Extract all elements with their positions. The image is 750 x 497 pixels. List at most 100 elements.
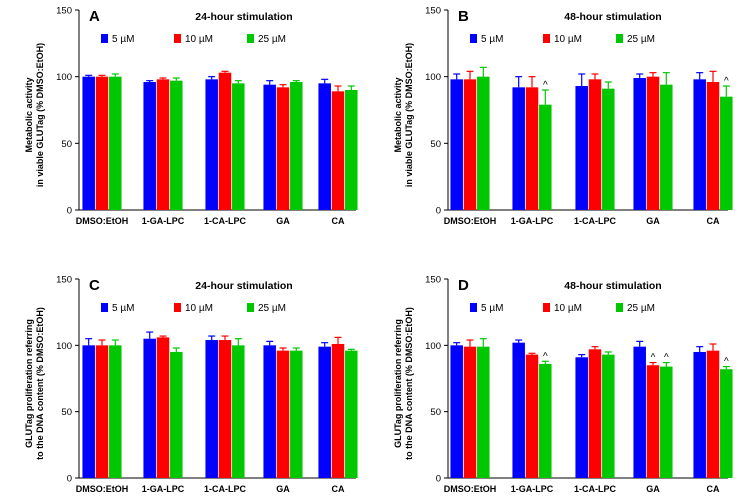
bar: [205, 79, 218, 210]
bar: [276, 350, 290, 478]
y-tick-label: 100: [56, 72, 72, 83]
panel-letter: D: [458, 277, 469, 294]
legend-label: 25 µM: [258, 303, 286, 314]
bar: [660, 84, 673, 210]
significance-mark: ^: [724, 357, 729, 368]
bar: [232, 83, 245, 210]
bar: [525, 87, 539, 210]
significance-mark: ^: [651, 353, 656, 364]
x-category-label: CA: [707, 484, 720, 494]
significance-mark: ^: [724, 76, 729, 87]
bar: [318, 83, 331, 210]
bar: [539, 104, 552, 210]
legend-swatch: [616, 34, 623, 43]
bar: [318, 346, 331, 478]
bar: [109, 345, 122, 478]
bar: [602, 354, 615, 478]
bar: [450, 345, 463, 478]
chart-panel-c: 0 50 100 150 DMSO:EtOH 1-GA-LPC 1-CA-LPC GA CA C 2…: [24, 275, 358, 494]
bar: [290, 82, 303, 210]
x-category-label: GA: [646, 484, 660, 494]
legend-swatch: [174, 34, 181, 43]
bar: [331, 91, 345, 210]
bar: [218, 72, 232, 211]
legend-label: 10 µM: [554, 303, 582, 314]
y-axis-label: in viable GLUTag (% DMSO:EtOH): [404, 43, 414, 187]
legend-label: 25 µM: [627, 303, 655, 314]
y-tick-label: 50: [61, 407, 72, 418]
bar: [633, 346, 646, 478]
bar: [170, 80, 183, 211]
x-category-label: 1-CA-LPC: [204, 216, 246, 226]
y-axis-label: GLUTag proliferation referring: [24, 319, 34, 448]
y-axis-label: Metabolic activity: [393, 77, 403, 152]
y-tick-label: 0: [436, 474, 441, 485]
bar: [143, 338, 156, 478]
bar: [602, 88, 615, 210]
bar: [82, 345, 95, 478]
y-tick-label: 150: [425, 275, 441, 286]
bar: [646, 76, 660, 211]
bar: [575, 357, 588, 478]
bar: [575, 86, 588, 210]
legend-label: 25 µM: [627, 34, 655, 45]
bar: [218, 340, 232, 478]
y-axis-label: to the DNA content (% DMSO:EtOH): [404, 307, 414, 460]
bar: [706, 82, 720, 210]
panel-title: 24-hour stimulation: [195, 11, 292, 23]
bar: [345, 350, 358, 478]
chart-panel-a: 0 50 100 150 DMSO:EtOH 1-GA-LPC 1-CA-LPC GA CA A 2…: [24, 6, 358, 226]
bar: [477, 76, 490, 211]
legend-label: 10 µM: [185, 303, 213, 314]
x-category-label: 1-GA-LPC: [142, 216, 185, 226]
bar: [693, 351, 706, 478]
bar: [512, 87, 525, 210]
legend-swatch: [543, 34, 550, 43]
legend-swatch: [101, 303, 108, 312]
bar: [205, 340, 218, 478]
significance-mark: ^: [664, 353, 669, 364]
legend-label: 10 µM: [554, 34, 582, 45]
y-tick-label: 100: [425, 341, 441, 352]
legend-swatch: [101, 34, 108, 43]
bar: [95, 76, 109, 211]
x-category-label: 1-GA-LPC: [511, 216, 554, 226]
y-tick-label: 100: [56, 341, 72, 352]
y-axis-label: Metabolic activity: [24, 77, 34, 152]
bar: [82, 76, 95, 211]
bar: [588, 79, 602, 210]
chart-panel-d: 0 50 100 150 DMSO:EtOH 1-GA-LPC 1-CA-LPC GA CA ^ ^…: [393, 275, 733, 494]
bar: [290, 350, 303, 478]
panel-letter: B: [458, 8, 469, 25]
legend-label: 5 µM: [481, 303, 503, 314]
legend-label: 5 µM: [112, 34, 134, 45]
bar: [525, 354, 539, 478]
x-category-label: GA: [646, 216, 660, 226]
bar: [512, 342, 525, 478]
x-category-label: CA: [332, 484, 345, 494]
y-tick-label: 100: [425, 72, 441, 83]
bar: [463, 79, 477, 210]
x-category-label: GA: [276, 484, 290, 494]
panel-title: 48-hour stimulation: [564, 11, 661, 23]
bar: [660, 366, 673, 478]
x-category-label: DMSO:EtOH: [76, 484, 129, 494]
bar: [720, 369, 733, 478]
y-tick-label: 150: [56, 6, 72, 17]
bar: [539, 363, 552, 478]
x-category-label: CA: [332, 216, 345, 226]
legend-swatch: [174, 303, 181, 312]
x-category-label: 1-CA-LPC: [574, 216, 616, 226]
x-category-label: 1-CA-LPC: [574, 484, 616, 494]
panel-title: 48-hour stimulation: [564, 280, 661, 292]
x-category-label: 1-CA-LPC: [204, 484, 246, 494]
y-tick-label: 0: [436, 206, 441, 217]
panel-letter: C: [89, 277, 100, 294]
y-tick-label: 0: [67, 474, 72, 485]
bar: [720, 96, 733, 210]
significance-mark: ^: [543, 351, 548, 362]
legend-swatch: [247, 34, 254, 43]
bar: [232, 345, 245, 478]
bar: [276, 87, 290, 210]
